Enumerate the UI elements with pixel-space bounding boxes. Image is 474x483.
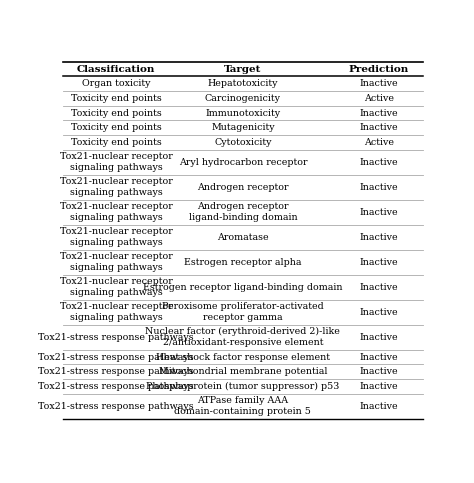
Text: Inactive: Inactive — [360, 158, 398, 167]
Text: Tox21-nuclear receptor
signaling pathways: Tox21-nuclear receptor signaling pathway… — [60, 302, 173, 322]
Text: Inactive: Inactive — [360, 308, 398, 317]
Text: Inactive: Inactive — [360, 382, 398, 391]
Text: Androgen receptor: Androgen receptor — [197, 183, 289, 192]
Text: Target: Target — [224, 65, 262, 73]
Text: Peroxisome proliferator-activated
receptor gamma: Peroxisome proliferator-activated recept… — [162, 302, 324, 322]
Text: Tox21-stress response pathways: Tox21-stress response pathways — [38, 353, 194, 361]
Text: Active: Active — [364, 94, 394, 103]
Text: Inactive: Inactive — [360, 283, 398, 292]
Text: Toxicity end points: Toxicity end points — [71, 94, 162, 103]
Text: Estrogen receptor ligand-binding domain: Estrogen receptor ligand-binding domain — [143, 283, 343, 292]
Text: Mutagenicity: Mutagenicity — [211, 123, 275, 132]
Text: Carcinogenicity: Carcinogenicity — [205, 94, 281, 103]
Text: Inactive: Inactive — [360, 333, 398, 341]
Text: Organ toxicity: Organ toxicity — [82, 79, 150, 88]
Text: Heat shock factor response element: Heat shock factor response element — [156, 353, 330, 361]
Text: Androgen receptor
ligand-binding domain: Androgen receptor ligand-binding domain — [189, 202, 297, 222]
Text: Inactive: Inactive — [360, 367, 398, 376]
Text: Immunotoxicity: Immunotoxicity — [205, 109, 281, 117]
Text: Inactive: Inactive — [360, 353, 398, 361]
Text: Mitochondrial membrane potential: Mitochondrial membrane potential — [159, 367, 327, 376]
Text: Tox21-stress response pathways: Tox21-stress response pathways — [38, 382, 194, 391]
Text: Prediction: Prediction — [349, 65, 409, 73]
Text: Tox21-nuclear receptor
signaling pathways: Tox21-nuclear receptor signaling pathway… — [60, 177, 173, 197]
Text: Classification: Classification — [77, 65, 155, 73]
Text: Toxicity end points: Toxicity end points — [71, 123, 162, 132]
Text: Tox21-nuclear receptor
signaling pathways: Tox21-nuclear receptor signaling pathway… — [60, 277, 173, 297]
Text: Hepatotoxicity: Hepatotoxicity — [208, 79, 278, 88]
Text: Tox21-stress response pathways: Tox21-stress response pathways — [38, 402, 194, 411]
Text: Inactive: Inactive — [360, 109, 398, 117]
Text: Cytotoxicity: Cytotoxicity — [214, 138, 272, 147]
Text: Inactive: Inactive — [360, 233, 398, 242]
Text: ATPase family AAA
domain-containing protein 5: ATPase family AAA domain-containing prot… — [174, 397, 311, 416]
Text: Nuclear factor (erythroid-derived 2)-like
2/antioxidant-responsive element: Nuclear factor (erythroid-derived 2)-lik… — [146, 327, 340, 347]
Text: Tox21-nuclear receptor
signaling pathways: Tox21-nuclear receptor signaling pathway… — [60, 202, 173, 222]
Text: Tox21-stress response pathways: Tox21-stress response pathways — [38, 367, 194, 376]
Text: Estrogen receptor alpha: Estrogen receptor alpha — [184, 258, 301, 267]
Text: Inactive: Inactive — [360, 183, 398, 192]
Text: Inactive: Inactive — [360, 79, 398, 88]
Text: Tox21-nuclear receptor
signaling pathways: Tox21-nuclear receptor signaling pathway… — [60, 252, 173, 272]
Text: Inactive: Inactive — [360, 208, 398, 217]
Text: Inactive: Inactive — [360, 123, 398, 132]
Text: Aromatase: Aromatase — [217, 233, 269, 242]
Text: Tox21-stress response pathways: Tox21-stress response pathways — [38, 333, 194, 341]
Text: Tox21-nuclear receptor
signaling pathways: Tox21-nuclear receptor signaling pathway… — [60, 153, 173, 172]
Text: Aryl hydrocarbon receptor: Aryl hydrocarbon receptor — [179, 158, 307, 167]
Text: Tox21-nuclear receptor
signaling pathways: Tox21-nuclear receptor signaling pathway… — [60, 227, 173, 247]
Text: Inactive: Inactive — [360, 402, 398, 411]
Text: Toxicity end points: Toxicity end points — [71, 138, 162, 147]
Text: Phosphoprotein (tumor suppressor) p53: Phosphoprotein (tumor suppressor) p53 — [146, 382, 339, 391]
Text: Active: Active — [364, 138, 394, 147]
Text: Inactive: Inactive — [360, 258, 398, 267]
Text: Toxicity end points: Toxicity end points — [71, 109, 162, 117]
